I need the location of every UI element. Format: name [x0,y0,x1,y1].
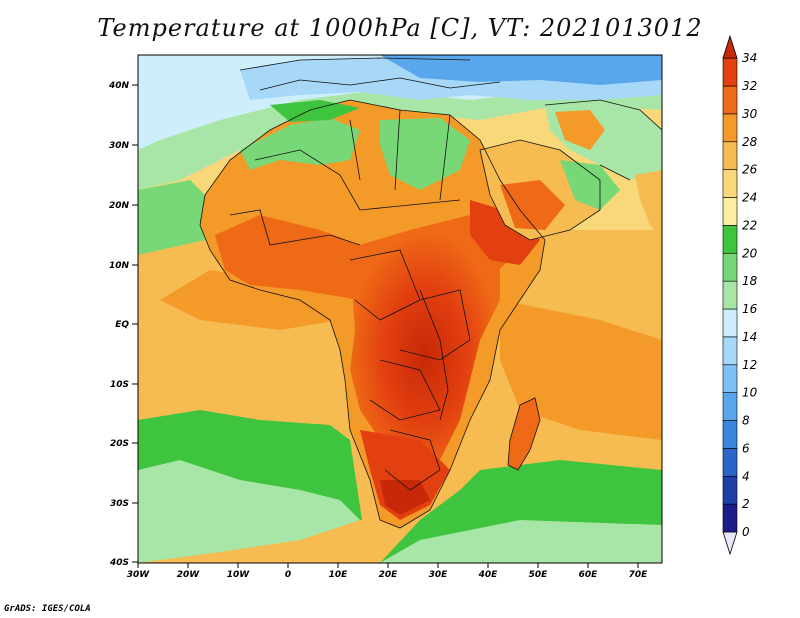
colorbar-swatch [722,308,738,338]
lon-label: 0 [285,570,291,580]
colorbar-label: 16 [742,302,758,316]
lon-label: 50E [529,570,549,580]
north-coast-green [270,100,360,122]
colorbar-swatch [722,197,738,226]
colorbar-label: 6 [742,441,750,455]
colorbar-swatch [722,169,738,198]
lon-label: 30W [127,570,151,580]
indian-far-south [380,520,662,563]
lon-label: 10E [329,570,349,580]
colorbar-label: 24 [742,191,757,205]
lon-label: 10W [227,570,251,580]
colorbar-swatch [722,336,738,366]
colorbar-label: 14 [742,330,757,344]
plot-frame [137,54,663,564]
colorbar-label: 34 [742,51,757,65]
lon-labels: 30W 20W 10W 0 10E 20E 30E 40E 50E 60E 70… [127,570,648,580]
lon-label: 20W [177,570,201,580]
colorbar-label: 4 [742,469,750,483]
colorbar-label: 12 [742,358,757,372]
lat-label: 20N [109,201,130,211]
colorbar-label: 18 [742,274,758,288]
colorbar-swatch [722,113,738,143]
europe-cold [380,55,662,85]
atlantic-subtropic [138,180,210,255]
colorbar-swatch [722,448,738,477]
colorbar-label: 8 [742,414,750,428]
central-africa-hot [350,230,500,480]
india-land [635,170,662,240]
lat-label: 40N [108,81,130,91]
colorbar-swatch [722,503,738,533]
lon-label: 30E [429,570,449,580]
lat-label: 10N [109,261,130,271]
colorbar-swatch [722,392,738,421]
colorbar-label: 30 [742,107,758,121]
colorbar-label: 32 [742,79,757,93]
south-tip-red [380,480,430,515]
lat-label: 20S [110,439,129,449]
lat-ticks [132,84,138,563]
lat-label: 10S [110,380,129,390]
lat-label: 30N [109,141,130,151]
lon-label: 60E [579,570,599,580]
lon-ticks [137,563,639,568]
colorbar-label: 26 [742,163,758,177]
colorbar-label: 0 [742,525,750,539]
colorbar-swatch [722,57,738,87]
lat-label: 30S [110,499,129,509]
colorbar-swatch [722,475,738,505]
lat-labels: 40N 30N 20N 10N EQ 10S 20S 30S 40S [108,81,130,568]
colorbar-arrow-high [722,34,738,59]
lon-label: 70E [629,570,649,580]
colorbar-swatch [722,85,738,115]
colorbar-swatch [722,252,738,282]
lat-label: EQ [115,320,129,330]
colorbar-swatch [722,141,738,170]
grads-credit: GrADS: IGES/COLA [4,604,91,614]
colorbar-swatch [722,280,738,310]
colorbar-swatch [722,420,738,449]
east-horn-hot [470,200,540,265]
country-borders [199,57,662,529]
map-plot-area [138,55,662,563]
southern-light [138,460,360,563]
colorbar-label: 22 [742,218,757,232]
colorbar-label: 10 [742,386,758,400]
lon-label: 40E [478,570,499,580]
lat-label: 40S [109,558,129,568]
indian-warm [500,300,662,440]
iran-warm [555,110,605,150]
lon-label: 20E [379,570,399,580]
colorbar-label: 28 [742,135,758,149]
arabia-hot [500,180,565,230]
map-title: Temperature at 1000hPa [C], VT: 20210130… [97,14,703,42]
colorbar-label: 2 [742,497,750,511]
colorbar-arrow-low [722,531,738,556]
colorbar-label: 20 [742,246,758,260]
colorbar-swatch [722,364,738,393]
colorbar-swatch [722,225,738,254]
arabia-green [560,160,620,210]
madagascar [508,398,540,470]
